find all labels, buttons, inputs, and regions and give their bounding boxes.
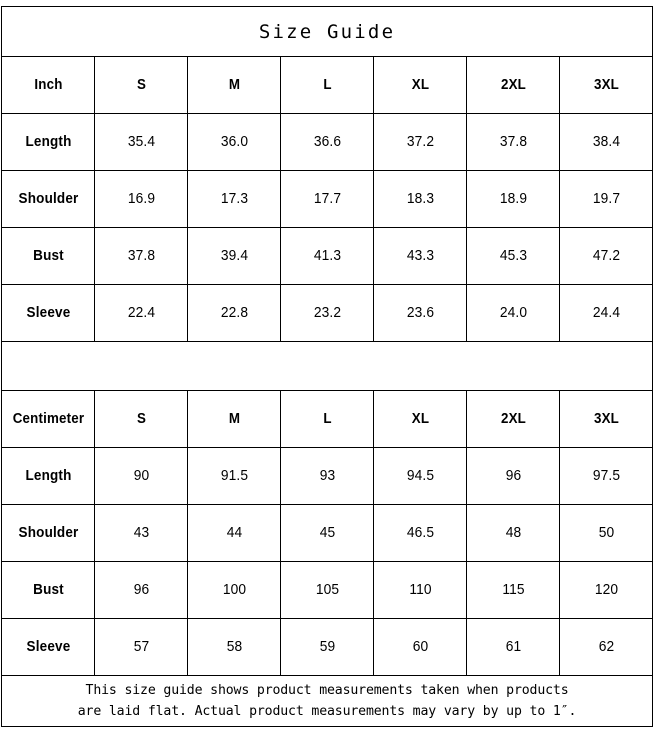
cell-length-cm-m: 91.5 — [189, 447, 279, 505]
size-header-cm-s: S — [97, 390, 185, 448]
cell-length-cm-xl: 94.5 — [375, 447, 465, 505]
page-title: Size Guide — [0, 6, 653, 57]
cell-length-inch-l: 36.6 — [282, 113, 372, 171]
cell-sleeve-cm-m: 58 — [189, 618, 279, 676]
cell-sleeve-cm-s: 57 — [96, 618, 186, 676]
cell-bust-cm-l: 105 — [282, 561, 372, 619]
table-row: Length 35.4 36.0 36.6 37.2 37.8 38.4 — [2, 113, 653, 171]
cell-shoulder-inch-l: 17.7 — [282, 170, 372, 228]
cell-bust-cm-3xl: 120 — [561, 561, 651, 619]
cell-shoulder-cm-2xl: 48 — [468, 504, 558, 562]
size-header-l: L — [283, 56, 371, 114]
cell-length-inch-m: 36.0 — [189, 113, 279, 171]
title-row: Size Guide — [0, 6, 653, 57]
cell-bust-inch-xl: 43.3 — [375, 227, 465, 285]
cell-sleeve-inch-xl: 23.6 — [375, 284, 465, 342]
cell-shoulder-cm-s: 43 — [96, 504, 186, 562]
table-row: Shoulder 16.9 17.3 17.7 18.3 18.9 19.7 — [2, 170, 653, 228]
table-row: Shoulder 43 44 45 46.5 48 50 — [2, 504, 653, 562]
footnote-row: This size guide shows product measuremen… — [0, 675, 653, 727]
size-header-2xl: 2XL — [469, 56, 557, 114]
size-header-cm-m: M — [190, 390, 278, 448]
cell-bust-inch-3xl: 47.2 — [561, 227, 651, 285]
cell-sleeve-inch-2xl: 24.0 — [468, 284, 558, 342]
cell-shoulder-cm-m: 44 — [189, 504, 279, 562]
cell-shoulder-cm-3xl: 50 — [561, 504, 651, 562]
cell-shoulder-inch-m: 17.3 — [189, 170, 279, 228]
size-header-cm-3xl: 3XL — [562, 390, 650, 448]
inch-header-row: Inch S M L XL 2XL 3XL — [2, 56, 653, 114]
cell-length-inch-s: 35.4 — [96, 113, 186, 171]
table-spacer-row — [0, 341, 653, 391]
size-guide-sheet: Size Guide Inch S M L XL 2XL 3XL Length … — [0, 6, 653, 736]
size-header-3xl: 3XL — [562, 56, 650, 114]
row-label-sleeve-cm: Sleeve — [4, 618, 92, 676]
cell-length-inch-3xl: 38.4 — [561, 113, 651, 171]
cell-bust-inch-l: 41.3 — [282, 227, 372, 285]
cell-bust-inch-2xl: 45.3 — [468, 227, 558, 285]
unit-label-centimeter: Centimeter — [4, 390, 92, 448]
cell-bust-cm-2xl: 115 — [468, 561, 558, 619]
cell-bust-cm-m: 100 — [189, 561, 279, 619]
cell-length-inch-xl: 37.2 — [375, 113, 465, 171]
footnote-text: This size guide shows product measuremen… — [0, 675, 653, 727]
cell-shoulder-cm-xl: 46.5 — [375, 504, 465, 562]
cell-length-cm-l: 93 — [282, 447, 372, 505]
cell-sleeve-cm-3xl: 62 — [561, 618, 651, 676]
cell-bust-inch-s: 37.8 — [96, 227, 186, 285]
cell-shoulder-inch-s: 16.9 — [96, 170, 186, 228]
cell-length-cm-3xl: 97.5 — [561, 447, 651, 505]
unit-label-inch: Inch — [4, 56, 92, 114]
size-header-xl: XL — [376, 56, 464, 114]
cell-sleeve-cm-l: 59 — [282, 618, 372, 676]
table-spacer — [0, 341, 653, 391]
table-row: Length 90 91.5 93 94.5 96 97.5 — [2, 447, 653, 505]
size-header-cm-xl: XL — [376, 390, 464, 448]
cell-length-cm-s: 90 — [96, 447, 186, 505]
cell-sleeve-cm-xl: 60 — [375, 618, 465, 676]
cell-length-inch-2xl: 37.8 — [468, 113, 558, 171]
size-header-cm-l: L — [283, 390, 371, 448]
cell-sleeve-inch-m: 22.8 — [189, 284, 279, 342]
size-guide-table: Size Guide Inch S M L XL 2XL 3XL Length … — [0, 6, 653, 727]
cell-sleeve-inch-l: 23.2 — [282, 284, 372, 342]
table-row: Sleeve 22.4 22.8 23.2 23.6 24.0 24.4 — [2, 284, 653, 342]
size-header-m: M — [190, 56, 278, 114]
row-label-shoulder-cm: Shoulder — [4, 504, 92, 562]
cell-bust-inch-m: 39.4 — [189, 227, 279, 285]
cell-sleeve-inch-3xl: 24.4 — [561, 284, 651, 342]
cell-shoulder-inch-3xl: 19.7 — [561, 170, 651, 228]
size-header-cm-2xl: 2XL — [469, 390, 557, 448]
size-header-s: S — [97, 56, 185, 114]
row-label-bust-cm: Bust — [4, 561, 92, 619]
row-label-length-inch: Length — [4, 113, 92, 171]
centimeter-header-row: Centimeter S M L XL 2XL 3XL — [2, 390, 653, 448]
table-row: Bust 37.8 39.4 41.3 43.3 45.3 47.2 — [2, 227, 653, 285]
cell-sleeve-inch-s: 22.4 — [96, 284, 186, 342]
table-row: Bust 96 100 105 110 115 120 — [2, 561, 653, 619]
cell-sleeve-cm-2xl: 61 — [468, 618, 558, 676]
cell-length-cm-2xl: 96 — [468, 447, 558, 505]
table-row: Sleeve 57 58 59 60 61 62 — [2, 618, 653, 676]
cell-bust-cm-s: 96 — [96, 561, 186, 619]
row-label-sleeve-inch: Sleeve — [4, 284, 92, 342]
row-label-length-cm: Length — [4, 447, 92, 505]
row-label-bust-inch: Bust — [4, 227, 92, 285]
cell-shoulder-cm-l: 45 — [282, 504, 372, 562]
cell-shoulder-inch-2xl: 18.9 — [468, 170, 558, 228]
row-label-shoulder-inch: Shoulder — [4, 170, 92, 228]
cell-bust-cm-xl: 110 — [375, 561, 465, 619]
cell-shoulder-inch-xl: 18.3 — [375, 170, 465, 228]
